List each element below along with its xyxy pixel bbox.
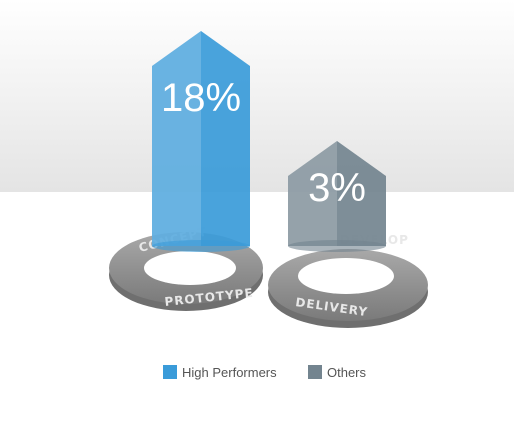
bar-foot (288, 240, 386, 252)
legend-swatch (308, 365, 322, 379)
legend-swatch (163, 365, 177, 379)
value-label: 18% (161, 76, 241, 120)
value-label: 3% (308, 166, 366, 210)
legend: High Performers Others (163, 365, 367, 380)
legend-label: High Performers (182, 365, 277, 380)
background (0, 0, 514, 192)
ring-hole (298, 258, 394, 294)
bar (288, 141, 386, 246)
legend-label: Others (327, 365, 367, 380)
bars: 18% 3% (152, 31, 386, 252)
ring-hole (144, 251, 236, 285)
rings (109, 232, 428, 328)
bar-highlight (288, 141, 337, 246)
bar-highlight (152, 31, 201, 247)
bar-foot (152, 240, 250, 252)
bar (152, 31, 250, 247)
